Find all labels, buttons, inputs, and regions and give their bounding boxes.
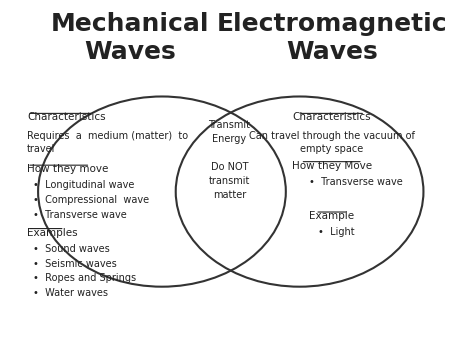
- Text: •  Ropes and Springs: • Ropes and Springs: [33, 273, 136, 283]
- Text: How they move: How they move: [27, 164, 109, 174]
- Text: Can travel through the vacuum of
empty space: Can travel through the vacuum of empty s…: [249, 131, 415, 154]
- Text: Characteristics: Characteristics: [292, 112, 371, 122]
- Text: How they Move: How they Move: [292, 160, 372, 171]
- Text: •  Transverse wave: • Transverse wave: [309, 177, 402, 187]
- Text: Mechanical
Waves: Mechanical Waves: [51, 12, 209, 64]
- Text: •  Water waves: • Water waves: [33, 288, 108, 298]
- Text: •  Light: • Light: [318, 227, 355, 237]
- Text: •  Seismic waves: • Seismic waves: [33, 258, 116, 268]
- Text: Transmit
Energy

Do NOT
transmit
matter: Transmit Energy Do NOT transmit matter: [209, 120, 250, 200]
- Text: •  Compressional  wave: • Compressional wave: [33, 195, 149, 205]
- Text: Characteristics: Characteristics: [27, 112, 106, 122]
- Text: Examples: Examples: [27, 228, 78, 237]
- Text: •  Transverse wave: • Transverse wave: [33, 210, 127, 220]
- Text: •  Sound waves: • Sound waves: [33, 244, 109, 254]
- Text: Example: Example: [309, 211, 354, 221]
- Text: •  Longitudinal wave: • Longitudinal wave: [33, 180, 134, 190]
- Text: Requires  a  medium (matter)  to
travel: Requires a medium (matter) to travel: [27, 131, 188, 154]
- Text: Electromagnetic
Waves: Electromagnetic Waves: [217, 12, 447, 64]
